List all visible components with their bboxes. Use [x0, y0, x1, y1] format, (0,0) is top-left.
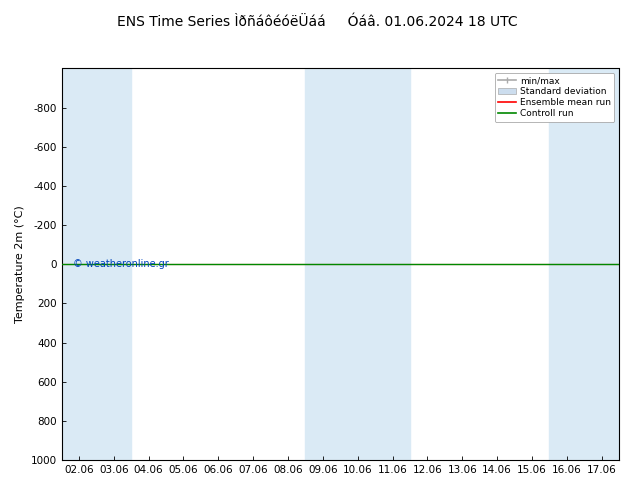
Bar: [584, 69, 619, 460]
Bar: [375, 69, 410, 460]
Bar: [96, 69, 131, 460]
Text: © weatheronline.gr: © weatheronline.gr: [73, 259, 169, 270]
Bar: [549, 69, 584, 460]
Legend: min/max, Standard deviation, Ensemble mean run, Controll run: min/max, Standard deviation, Ensemble me…: [495, 73, 614, 122]
Bar: [61, 69, 96, 460]
Y-axis label: Temperature 2m (°C): Temperature 2m (°C): [15, 205, 25, 323]
Text: ENS Time Series ÌðñáôéóëÜáá     Óáâ. 01.06.2024 18 UTC: ENS Time Series ÌðñáôéóëÜáá Óáâ. 01.06.2…: [117, 15, 517, 29]
Bar: [306, 69, 340, 460]
Bar: [340, 69, 375, 460]
